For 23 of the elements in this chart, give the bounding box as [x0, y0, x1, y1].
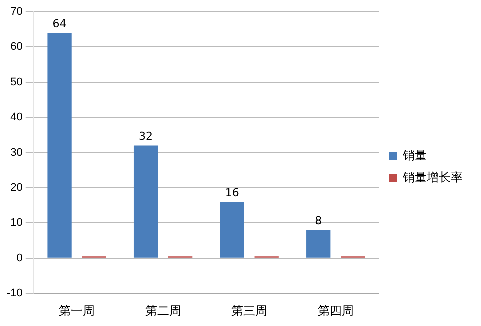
- bar: [220, 202, 244, 258]
- data-label: 16: [225, 186, 240, 200]
- x-tick-label: 第二周: [145, 304, 182, 318]
- y-tick-label: -10: [6, 288, 23, 300]
- bar: [306, 230, 331, 258]
- data-label: 8: [315, 214, 322, 228]
- y-tick-label: 60: [10, 41, 23, 54]
- legend-label: 销量增长率: [402, 170, 463, 184]
- bar: [134, 146, 158, 258]
- y-tick-label: 50: [10, 76, 23, 88]
- y-tick-label: 20: [10, 182, 23, 194]
- data-label: 32: [139, 130, 154, 144]
- y-tick-label: 30: [10, 146, 23, 159]
- data-label: 64: [52, 17, 67, 30]
- x-tick-label: 第四周: [318, 304, 354, 318]
- y-tick-label: 70: [10, 6, 23, 18]
- x-tick-label: 第三周: [232, 304, 268, 318]
- y-tick-label: 10: [10, 217, 23, 230]
- y-tick-label: 0: [16, 252, 23, 264]
- x-tick-label: 第一周: [59, 304, 96, 318]
- legend-label: 销量: [402, 148, 427, 162]
- bar: [48, 33, 72, 258]
- y-tick-label: 40: [10, 112, 23, 124]
